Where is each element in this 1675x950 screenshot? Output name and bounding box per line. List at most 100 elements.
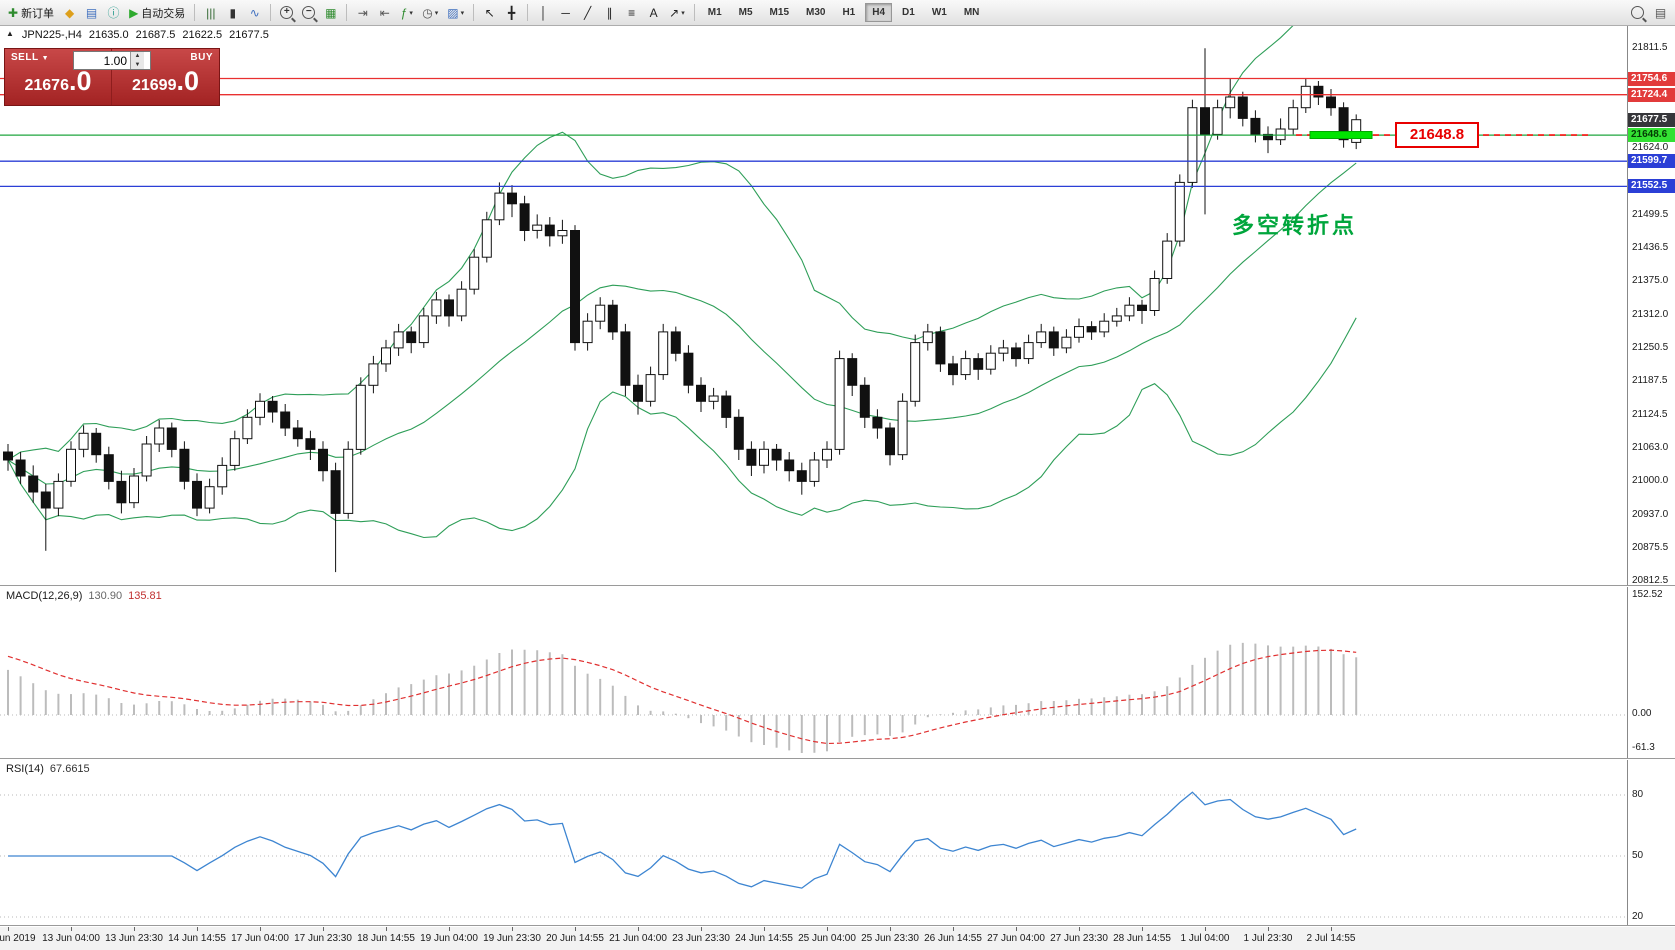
time-label: 28 Jun 14:55 <box>1113 933 1171 944</box>
rsi-scale[interactable]: 80 50 20 <box>1627 760 1675 925</box>
price-badge-green: 21648.6 <box>1628 128 1675 143</box>
channel-tool-button[interactable]: ∥ <box>599 2 620 23</box>
time-label: 13 Jun 04:00 <box>42 933 100 944</box>
zoom-in-icon: + <box>280 6 294 19</box>
one-click-trading-widget: SELL ▼ 21676.0 BUY 21699.0 ▲ ▼ <box>4 48 220 106</box>
ohlc-low: 21622.5 <box>182 29 223 41</box>
clock-icon: ◷ <box>422 5 433 20</box>
auto-scroll-button[interactable]: ⇥ <box>352 2 373 23</box>
candlestick-mode-button[interactable]: ▮ <box>222 2 243 23</box>
toolbar-separator <box>473 4 475 21</box>
time-tick <box>701 927 702 931</box>
toolbar-separator <box>346 4 348 21</box>
time-label: 25 Jun 04:00 <box>798 933 856 944</box>
arrows-tool-button[interactable]: ↗ ▾ <box>665 2 689 23</box>
rsi-value: 67.6615 <box>49 763 90 775</box>
grid-button[interactable]: ▦ <box>320 2 341 23</box>
bars-mode-icon: ||| <box>206 5 216 20</box>
search-button[interactable] <box>1627 2 1648 23</box>
price-scale[interactable]: 21811.5 21624.0 21499.5 21436.5 21375.0 21312… <box>1627 26 1675 587</box>
chart-shift-button[interactable]: ⇤ <box>374 2 395 23</box>
timeframe-mn-button[interactable]: MN <box>963 7 980 18</box>
zoom-in-button[interactable]: + <box>276 2 297 23</box>
price-tick: 21624.0 <box>1632 142 1669 154</box>
zoom-out-button[interactable]: − <box>298 2 319 23</box>
collapse-icon[interactable]: ▲ <box>6 29 14 38</box>
toolbar-separator <box>693 4 695 21</box>
macd-scale[interactable]: 152.52 0.00 -61.3 <box>1627 587 1675 758</box>
templates-button[interactable]: ▨ ▾ <box>443 2 468 23</box>
quotes-icon: ◆ <box>64 5 75 20</box>
indicators-button-caret-icon: ▾ <box>409 9 413 17</box>
timeframe-h1-button[interactable]: H1 <box>842 7 856 18</box>
price-tick: 21124.5 <box>1632 408 1668 420</box>
price-tick: 21063.0 <box>1632 441 1669 453</box>
trendline-tool-button[interactable]: ╱ <box>577 2 598 23</box>
time-label: 27 Jun 04:00 <box>987 933 1045 944</box>
time-tick <box>449 927 450 931</box>
price-tick: 20812.5 <box>1632 575 1669 587</box>
trendline-icon: ╱ <box>584 5 592 20</box>
time-tick <box>134 927 135 931</box>
charts-icon: ▤ <box>85 5 98 20</box>
time-tick <box>1331 927 1332 931</box>
price-tick: 21499.5 <box>1632 208 1669 220</box>
timeframe-m1-button[interactable]: M1 <box>707 7 722 18</box>
price-level-tag[interactable]: 21648.8 <box>1395 122 1479 148</box>
time-label: 21 Jun 04:00 <box>609 933 667 944</box>
crosshair-button[interactable]: ╋ <box>501 2 522 23</box>
bar-chart-mode-button[interactable]: ||| <box>200 2 221 23</box>
toolbar-separator <box>194 4 196 21</box>
fibonacci-tool-button[interactable]: ≡ <box>621 2 642 23</box>
channel-icon: ∥ <box>606 5 613 20</box>
print-button[interactable]: ▤ <box>1650 2 1671 23</box>
timeframe-d1-button[interactable]: D1 <box>902 7 915 18</box>
macd-main-value: 130.90 <box>88 590 123 602</box>
macd-scale-label: 0.00 <box>1632 708 1652 719</box>
price-tick: 21000.0 <box>1632 475 1669 487</box>
data-window-button[interactable]: ⓘ <box>103 2 124 23</box>
new-order-button[interactable]: ✚ 新订单 <box>4 2 58 23</box>
info-icon: ⓘ <box>107 5 120 20</box>
volume-down-button[interactable]: ▼ <box>131 60 144 69</box>
hline-tool-button[interactable]: ─ <box>555 2 576 23</box>
rsi-level-label: 80 <box>1632 789 1644 800</box>
volume-up-button[interactable]: ▲ <box>131 52 144 61</box>
time-tick <box>260 927 261 931</box>
timeframe-m5-button[interactable]: M5 <box>738 7 753 18</box>
price-chart[interactable] <box>0 26 1627 586</box>
macd-panel: 152.52 0.00 -61.3 MACD(12,26,9) 130.90 135.8… <box>0 587 1675 759</box>
arrow-icon: ↗ <box>669 5 680 20</box>
time-label: 17 Jun 23:30 <box>294 933 352 944</box>
time-tick <box>575 927 576 931</box>
price-tick: 21187.5 <box>1632 375 1668 387</box>
timeframe-m15-button[interactable]: M15 <box>769 7 789 18</box>
candles-mode-icon: ▮ <box>229 5 237 20</box>
time-label: 17 Jun 04:00 <box>231 933 289 944</box>
volume-input[interactable] <box>74 52 130 69</box>
text-tool-button[interactable]: A <box>643 2 664 23</box>
macd-chart[interactable] <box>0 587 1627 759</box>
cursor-button[interactable]: ↖ <box>479 2 500 23</box>
main-toolbar: ✚ 新订单 ◆ ▤ ⓘ ▶ 自动交易 ||| ▮ ∿ + − ▦ ⇥ ⇤ ƒ ▾ ◷ ▾ ▨ ▾ ↖ ╋ │ ─ ╱ ∥ ≡ A ↗ ▾ M1… <box>0 0 1675 26</box>
quotes-window-button[interactable]: ◆ <box>59 2 80 23</box>
templates-button-caret-icon: ▾ <box>460 9 465 17</box>
vline-tool-button[interactable]: │ <box>533 2 554 23</box>
charts-button[interactable]: ▤ <box>81 2 102 23</box>
time-axis[interactable]: 12 Jun 2019 13 Jun 04:00 13 Jun 23:30 14 Ju… <box>0 927 1675 950</box>
time-tick <box>1016 927 1017 931</box>
search-icon <box>1631 6 1644 19</box>
autotrading-button[interactable]: ▶ 自动交易 <box>125 2 189 23</box>
sell-caret-icon[interactable]: ▼ <box>41 55 50 62</box>
rsi-chart[interactable] <box>0 760 1627 926</box>
timeframe-m30-button[interactable]: M30 <box>806 7 826 18</box>
timeframe-h4-button[interactable]: H4 <box>865 3 893 22</box>
time-tick <box>827 927 828 931</box>
timeframe-w1-button[interactable]: W1 <box>931 7 947 18</box>
line-chart-mode-button[interactable]: ∿ <box>244 2 265 23</box>
indicators-button[interactable]: ƒ ▾ <box>396 2 417 23</box>
time-tick <box>638 927 639 931</box>
fibonacci-icon: ≡ <box>628 5 636 20</box>
price-tick: 20937.0 <box>1632 508 1669 520</box>
periods-button[interactable]: ◷ ▾ <box>418 2 442 23</box>
